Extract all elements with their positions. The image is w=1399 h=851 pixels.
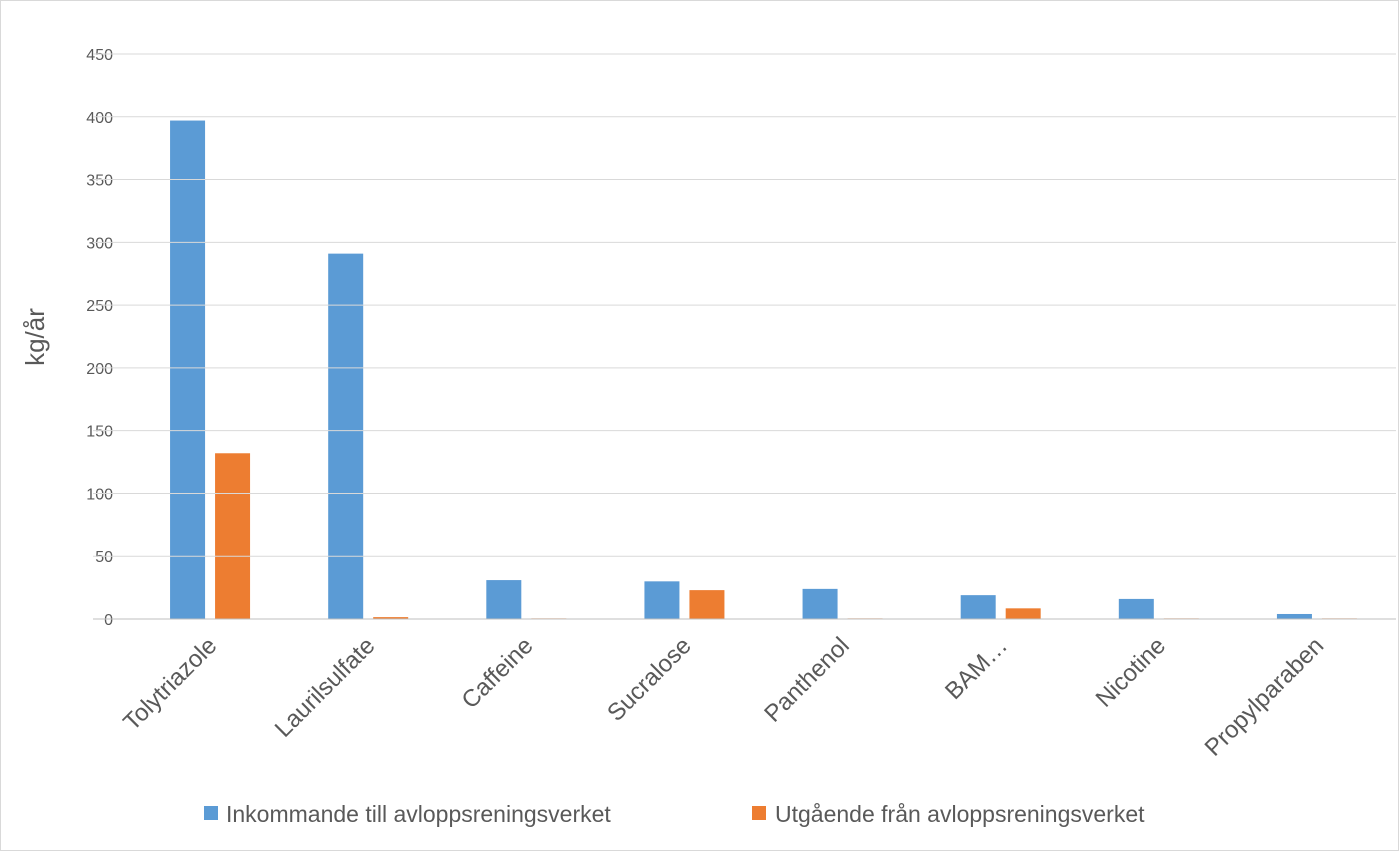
y-tick-label: 450	[86, 47, 113, 64]
bar-inkommande	[1276, 613, 1312, 619]
bar-inkommande	[960, 595, 996, 619]
bar-inkommande	[328, 253, 364, 619]
y-tick-label: 250	[86, 298, 113, 315]
x-tick-label: BAM…	[940, 632, 1013, 705]
legend: Inkommande till avloppsreningsverket Utg…	[204, 801, 1145, 827]
x-tick-label: Laurilsulfate	[270, 632, 381, 743]
bar-utgaende	[215, 453, 251, 619]
y-axis-label: kg/år	[20, 308, 50, 366]
bar-inkommande	[170, 120, 206, 620]
bar-inkommande	[1118, 598, 1154, 619]
x-tick-label: Nicotine	[1091, 632, 1171, 712]
y-tick-label: 200	[86, 361, 113, 378]
bar-utgaende	[1005, 608, 1041, 619]
legend-swatch-utgaende	[752, 806, 766, 820]
y-tick-label: 400	[86, 110, 113, 127]
legend-swatch-inkommande	[204, 806, 218, 820]
bar-inkommande	[486, 580, 522, 619]
x-tick-label: Tolytriazole	[118, 632, 222, 736]
bar-utgaende	[689, 590, 725, 619]
x-tick-label: Caffeine	[457, 632, 539, 714]
x-tick-label: Panthenol	[759, 632, 855, 728]
y-tick-label: 300	[86, 235, 113, 252]
x-tick-label: Sucralose	[602, 632, 697, 727]
bar-inkommande	[644, 581, 680, 619]
y-tick-label: 50	[95, 549, 113, 566]
x-tick-label: Propylparaben	[1200, 632, 1329, 761]
legend-label-inkommande: Inkommande till avloppsreningsverket	[226, 801, 611, 827]
y-tick-label: 350	[86, 173, 113, 190]
y-tick-label: 100	[86, 486, 113, 503]
bar-inkommande	[802, 588, 838, 619]
y-tick-label: 0	[104, 612, 113, 629]
y-tick-label: 150	[86, 424, 113, 441]
bar-utgaende	[373, 617, 409, 619]
legend-label-utgaende: Utgående från avloppsreningsverket	[775, 801, 1145, 827]
